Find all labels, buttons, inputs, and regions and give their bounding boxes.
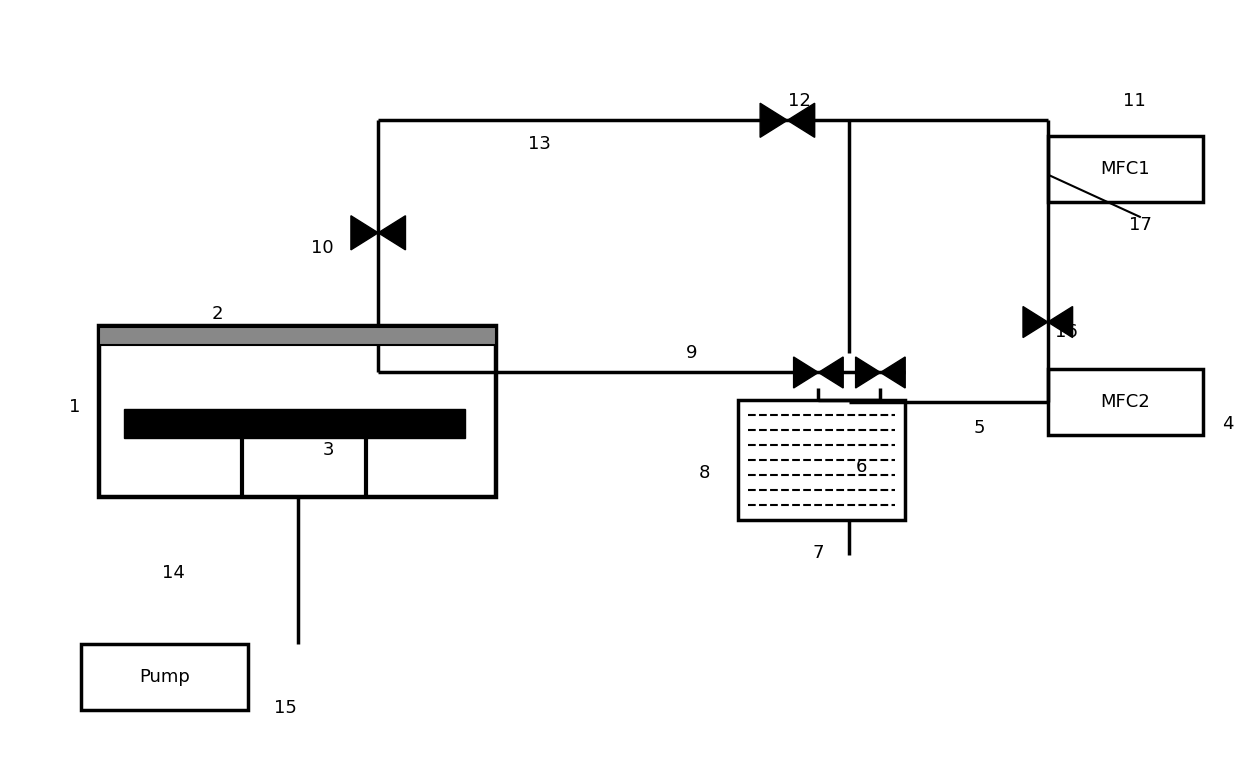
Bar <box>1048 369 1203 435</box>
Text: 5: 5 <box>973 419 986 438</box>
Text: 15: 15 <box>274 699 296 718</box>
Text: 2: 2 <box>211 305 223 324</box>
Text: 9: 9 <box>686 344 698 362</box>
Bar <box>738 400 905 520</box>
Text: 13: 13 <box>528 134 551 153</box>
Bar <box>124 409 465 438</box>
Text: MFC2: MFC2 <box>1100 393 1151 411</box>
Polygon shape <box>351 216 378 250</box>
Text: 11: 11 <box>1123 92 1146 110</box>
Polygon shape <box>818 357 843 388</box>
Polygon shape <box>856 357 880 388</box>
Text: 7: 7 <box>812 543 825 562</box>
Polygon shape <box>880 357 905 388</box>
Polygon shape <box>1048 307 1073 338</box>
Bar <box>1048 136 1203 202</box>
Polygon shape <box>378 216 405 250</box>
Text: Pump: Pump <box>139 668 190 686</box>
Text: 4: 4 <box>1221 415 1234 434</box>
Bar <box>99 326 496 497</box>
Text: 17: 17 <box>1130 216 1152 234</box>
Text: 3: 3 <box>322 441 335 459</box>
Text: 8: 8 <box>698 464 711 483</box>
Text: 6: 6 <box>856 458 868 476</box>
Text: 10: 10 <box>311 239 334 258</box>
Polygon shape <box>787 103 815 137</box>
Text: 16: 16 <box>1055 323 1078 341</box>
Bar <box>99 327 496 345</box>
Polygon shape <box>1023 307 1048 338</box>
Polygon shape <box>794 357 818 388</box>
Bar <box>81 644 248 710</box>
Text: 14: 14 <box>162 563 185 582</box>
Polygon shape <box>760 103 787 137</box>
Text: 12: 12 <box>789 92 811 110</box>
Text: MFC1: MFC1 <box>1100 160 1151 178</box>
Text: 1: 1 <box>68 398 81 417</box>
